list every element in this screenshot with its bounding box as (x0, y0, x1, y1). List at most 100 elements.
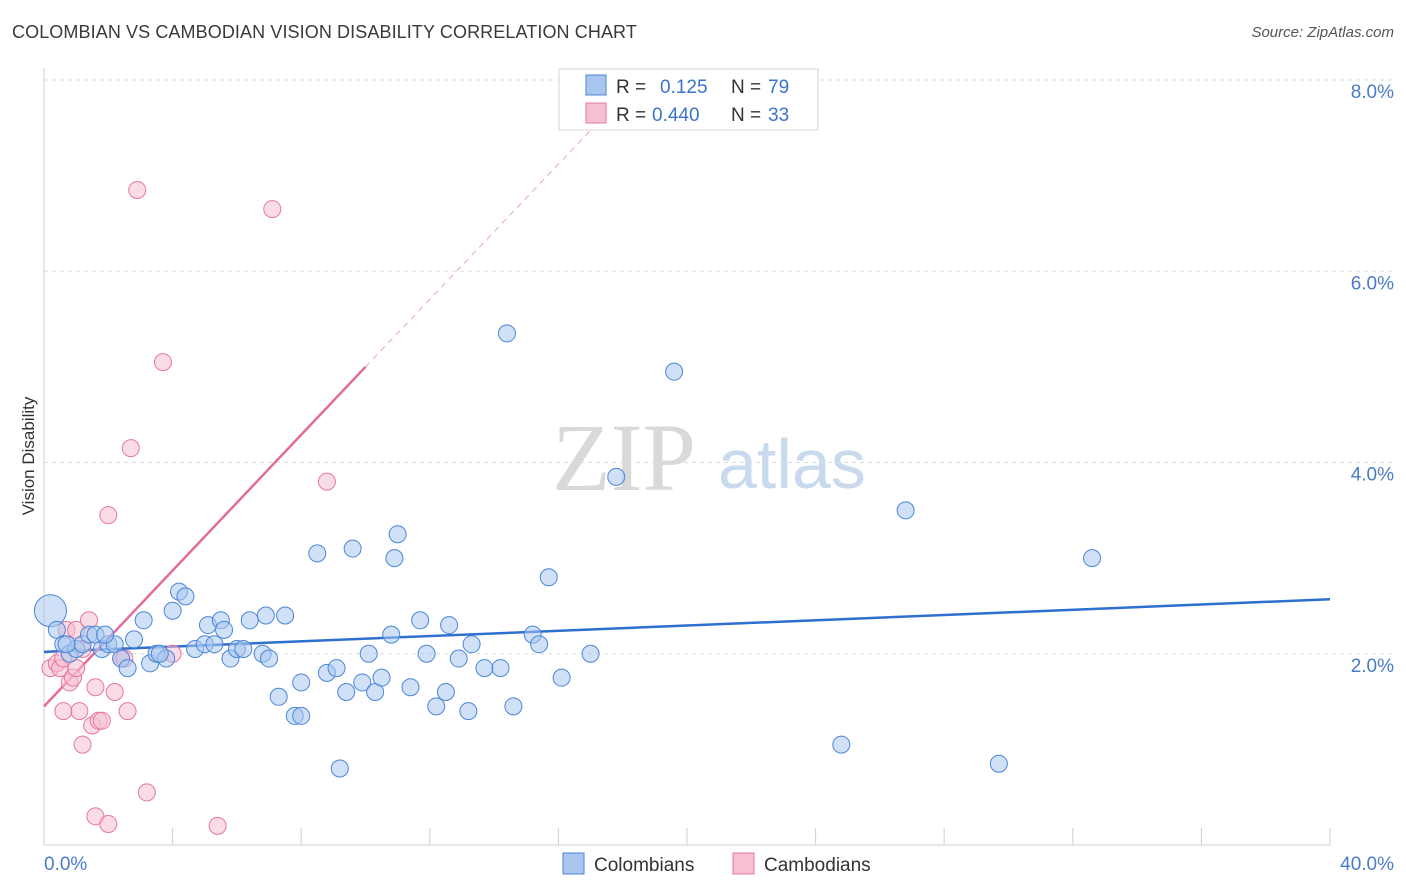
colombian-point (57, 635, 76, 654)
colombian-point (385, 549, 404, 568)
y-tick-label: 6.0% (1351, 273, 1394, 294)
colombian-point (125, 630, 144, 649)
cambodian-point (153, 353, 172, 372)
colombian-point (896, 501, 915, 520)
cambodian-point (121, 439, 140, 458)
colombian-point (256, 606, 275, 625)
colombian-point (607, 467, 626, 486)
y-tick-label: 4.0% (1351, 465, 1394, 486)
colombian-point (832, 735, 851, 754)
colombians-r-value: 0.125 (660, 77, 708, 98)
colombian-point (497, 324, 516, 343)
cambodian-point (73, 735, 92, 754)
colombian-point (504, 697, 523, 716)
colombian-point (260, 649, 279, 668)
colombian-point (96, 625, 115, 644)
cambodians-trend-line (43, 366, 367, 708)
colombian-point (417, 644, 436, 663)
legend-colombians-swatch (562, 852, 585, 875)
cambodian-point (86, 678, 105, 697)
legend-colombians-label: Colombians (594, 855, 694, 876)
colombian-point (665, 362, 684, 381)
colombians-swatch (585, 74, 607, 96)
cambodian-point (105, 683, 124, 701)
colombian-point (530, 635, 549, 654)
colombian-point (459, 702, 478, 721)
cambodians-r-value: 0.440 (652, 105, 700, 126)
colombians-r-label: R = (616, 77, 646, 98)
colombian-point (292, 706, 311, 725)
colombian-point (449, 649, 468, 668)
cambodians-swatch (585, 102, 607, 124)
cambodian-point (137, 783, 156, 802)
cambodian-point (99, 814, 118, 833)
watermark-atlas: atlas (718, 425, 866, 503)
colombian-point (163, 601, 182, 620)
colombian-point (176, 587, 195, 606)
colombian-point (353, 673, 372, 692)
cambodians-n-label: N = (731, 105, 761, 126)
y-tick-label: 8.0% (1351, 82, 1394, 103)
cambodians-trend-extension (365, 113, 607, 368)
cambodian-point (54, 702, 73, 721)
colombians-trend-line (43, 597, 1331, 654)
colombian-point (205, 635, 224, 654)
chart-title: COLOMBIAN VS CAMBODIAN VISION DISABILITY… (12, 22, 637, 42)
colombian-point (292, 673, 311, 692)
colombian-point (269, 687, 288, 706)
colombian-point (372, 668, 391, 687)
colombian-point (215, 620, 234, 639)
cambodian-point (317, 472, 336, 491)
legend-cambodians-swatch (732, 852, 755, 875)
colombians-n-value: 79 (768, 77, 789, 98)
y-axis-title: Vision Disability (19, 396, 38, 515)
colombian-point (475, 659, 494, 678)
cambodian-point (208, 816, 227, 835)
cambodian-point (99, 506, 118, 525)
colombian-point (382, 625, 401, 644)
colombian-point (33, 594, 67, 628)
colombian-point (388, 525, 407, 544)
cambodian-point (118, 702, 137, 721)
colombian-point (462, 635, 481, 654)
colombian-point (308, 544, 327, 563)
colombian-point (539, 568, 558, 587)
cambodian-point (92, 711, 111, 730)
cambodian-point (70, 702, 89, 721)
colombian-point (276, 606, 295, 625)
colombian-point (436, 683, 455, 701)
cambodian-point (263, 200, 282, 219)
watermark-zip: ZIP (552, 404, 696, 511)
colombian-point (330, 759, 349, 778)
colombian-point (118, 659, 137, 678)
colombian-point (327, 659, 346, 678)
colombian-point (134, 611, 153, 630)
colombian-point (552, 668, 571, 687)
x-tick-label-min: 0.0% (44, 854, 87, 875)
colombian-point (359, 644, 378, 663)
colombian-point (343, 539, 362, 558)
cambodians-r-label: R = (616, 105, 646, 126)
axis-layer: 2.0% 4.0% 6.0% 8.0% (43, 68, 1394, 846)
colombian-point (1083, 549, 1102, 568)
colombian-point (411, 611, 430, 630)
colombian-point (581, 644, 600, 663)
colombian-point (401, 678, 420, 697)
y-tick-label: 2.0% (1351, 656, 1394, 677)
colombian-point (240, 611, 259, 630)
colombian-point (440, 616, 459, 635)
colombian-point (989, 754, 1008, 773)
points-layer (33, 180, 1102, 835)
legend-cambodians-label: Cambodians (764, 855, 871, 876)
x-tick-label-max: 40.0% (1340, 854, 1394, 875)
colombian-point (337, 683, 356, 701)
colombians-n-label: N = (731, 77, 761, 98)
colombian-point (491, 659, 510, 678)
source-label: Source: ZipAtlas.com (1251, 24, 1394, 41)
cambodian-point (128, 180, 147, 199)
colombian-point (150, 644, 169, 663)
colombian-point (427, 697, 446, 716)
series-legend: Colombians Cambodians (562, 852, 871, 876)
stats-legend: R = 0.125 N = 79 R = 0.440 N = 33 (558, 68, 819, 131)
